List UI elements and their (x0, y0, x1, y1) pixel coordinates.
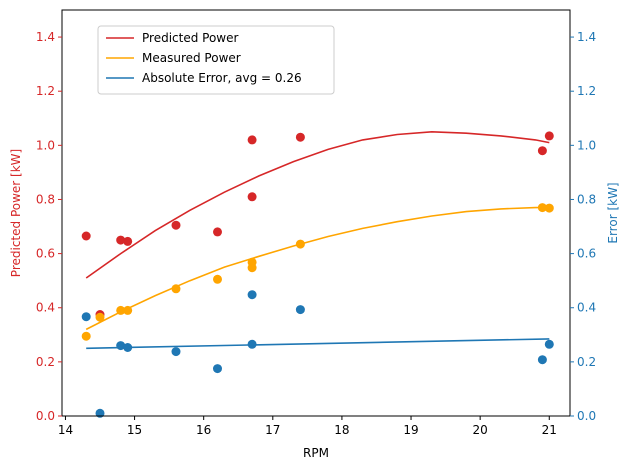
data-point (537, 146, 547, 156)
left-y-tick-label: 0.6 (36, 247, 55, 261)
data-point (295, 305, 305, 315)
data-point (544, 203, 554, 213)
left-y-tick-label: 0.4 (36, 301, 55, 315)
x-tick-label: 19 (403, 423, 418, 437)
data-point (123, 236, 133, 246)
right-y-tick-label: 0.0 (577, 409, 596, 423)
right-y-tick-label: 0.6 (577, 247, 596, 261)
data-point (247, 192, 257, 202)
data-point (81, 331, 91, 341)
data-point (81, 312, 91, 322)
data-point (213, 274, 222, 284)
data-point (116, 341, 126, 351)
right-y-tick-label: 1.0 (577, 138, 596, 152)
data-point (247, 339, 257, 349)
x-tick-label: 20 (473, 423, 488, 437)
data-point (123, 343, 133, 352)
data-point (247, 135, 257, 145)
data-point (295, 239, 305, 249)
legend-predicted-label: Predicted Power (142, 31, 238, 45)
data-point (247, 290, 257, 300)
x-tick-label: 17 (265, 423, 280, 437)
data-point (171, 347, 181, 357)
series-line-1 (85, 206, 550, 331)
data-point (544, 131, 554, 141)
data-point (537, 203, 547, 213)
right-y-tick-label: 1.2 (577, 84, 596, 98)
x-tick-label: 21 (542, 423, 557, 437)
x-tick-label: 18 (334, 423, 349, 437)
right-y-tick-label: 0.2 (577, 355, 596, 369)
legend-measured-label: Measured Power (142, 51, 241, 65)
data-point (81, 231, 91, 241)
left-y-tick-label: 0.0 (36, 409, 55, 423)
series-line-0 (85, 130, 550, 279)
right-y-axis: 0.0 0.2 0.4 0.6 0.8 1.0 1.2 1.4 (570, 30, 596, 423)
x-tick-label: 16 (196, 423, 211, 437)
data-point (295, 132, 305, 142)
x-tick-label: 14 (58, 423, 73, 437)
series-line-2 (86, 338, 550, 350)
plot-frame (61, 9, 571, 417)
data-point (537, 355, 547, 365)
legend: Predicted Power Measured Power Absolute … (97, 25, 335, 95)
left-y-tick-label: 0.8 (36, 192, 55, 206)
data-point (213, 227, 222, 237)
right-y-axis-label: Error [kW] (606, 182, 620, 243)
x-axis-label: RPM (303, 446, 329, 460)
x-axis: 14 15 16 17 18 19 20 21 (58, 416, 557, 437)
data-point (213, 364, 222, 374)
legend-error-label: Absolute Error, avg = 0.26 (142, 71, 302, 85)
x-tick-label: 15 (127, 423, 142, 437)
data-point (116, 235, 126, 245)
left-y-tick-label: 1.2 (36, 84, 55, 98)
data-point (116, 305, 126, 315)
data-point (123, 305, 133, 315)
data-point (171, 220, 181, 230)
data-point (171, 284, 181, 294)
data-point (95, 312, 105, 322)
data-point (544, 339, 554, 349)
left-y-tick-label: 1.4 (36, 30, 55, 44)
data-point (247, 263, 257, 273)
left-y-tick-label: 0.2 (36, 355, 55, 369)
plot-area (81, 130, 554, 418)
left-y-axis-label: Predicted Power [kW] (9, 149, 23, 277)
left-y-tick-label: 1.0 (36, 138, 55, 152)
right-y-tick-label: 0.4 (577, 301, 596, 315)
legend-box (97, 25, 335, 95)
right-y-tick-label: 0.8 (577, 192, 596, 206)
right-y-tick-label: 1.4 (577, 30, 596, 44)
left-y-axis: 0.0 0.2 0.4 0.6 0.8 1.0 1.2 1.4 (36, 30, 62, 423)
